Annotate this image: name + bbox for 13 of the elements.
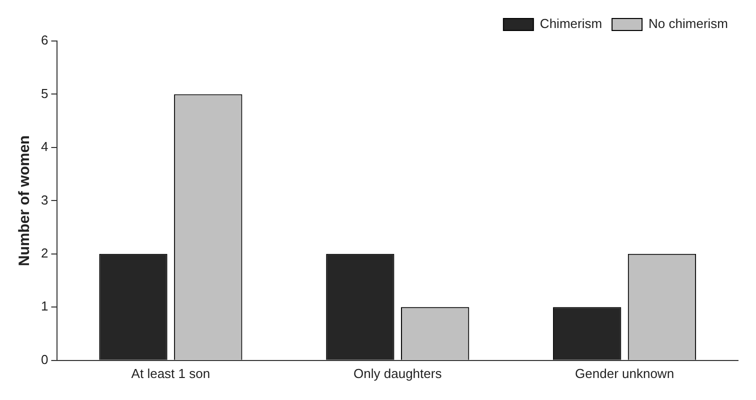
y-tick-label: 2 [40, 246, 48, 261]
x-tick-label: Only daughters [354, 366, 442, 381]
legend-label: Chimerism [540, 16, 602, 32]
y-tick-label: 6 [40, 32, 48, 48]
legend-label: No chimerism [648, 16, 728, 32]
y-tick-label: 0 [40, 352, 48, 367]
y-tick-label: 1 [40, 298, 48, 314]
y-tick-label: 5 [40, 86, 48, 101]
x-tick-label: Gender unknown [575, 366, 674, 381]
y-tick-label: 4 [40, 139, 48, 154]
x-tick-label: At least 1 son [131, 366, 210, 381]
y-tick-label: 3 [40, 192, 48, 208]
y-axis-title: Number of women [16, 135, 34, 266]
